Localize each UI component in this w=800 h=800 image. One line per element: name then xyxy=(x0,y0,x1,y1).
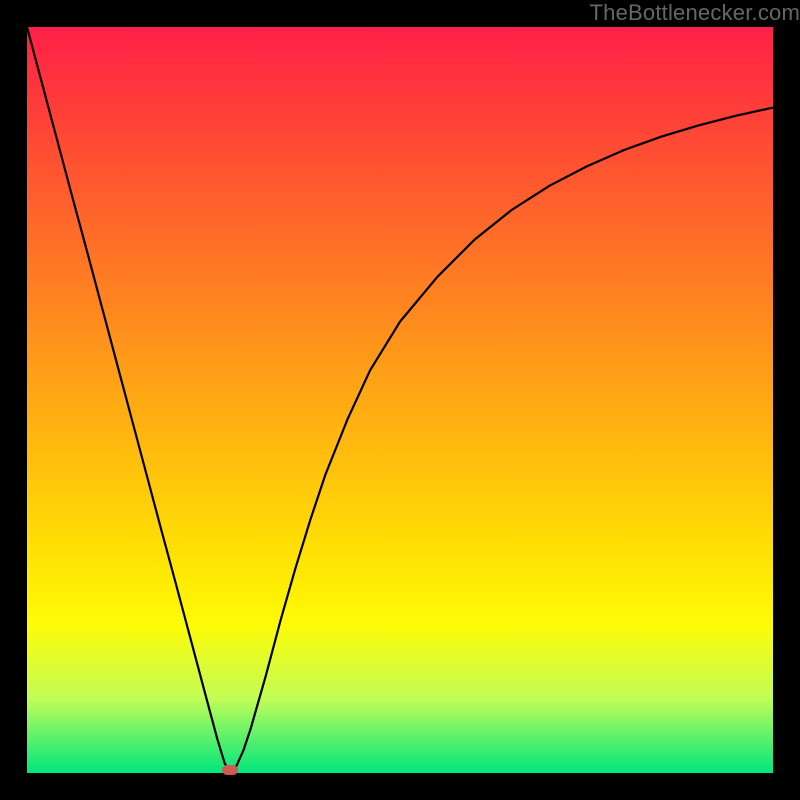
chart-frame: TheBottlenecker.com xyxy=(0,0,800,800)
plot-area xyxy=(27,27,773,773)
bottleneck-curve xyxy=(27,27,773,772)
watermark-text: TheBottlenecker.com xyxy=(590,0,800,26)
curve-layer xyxy=(27,27,773,773)
optimal-point-marker xyxy=(222,765,238,775)
